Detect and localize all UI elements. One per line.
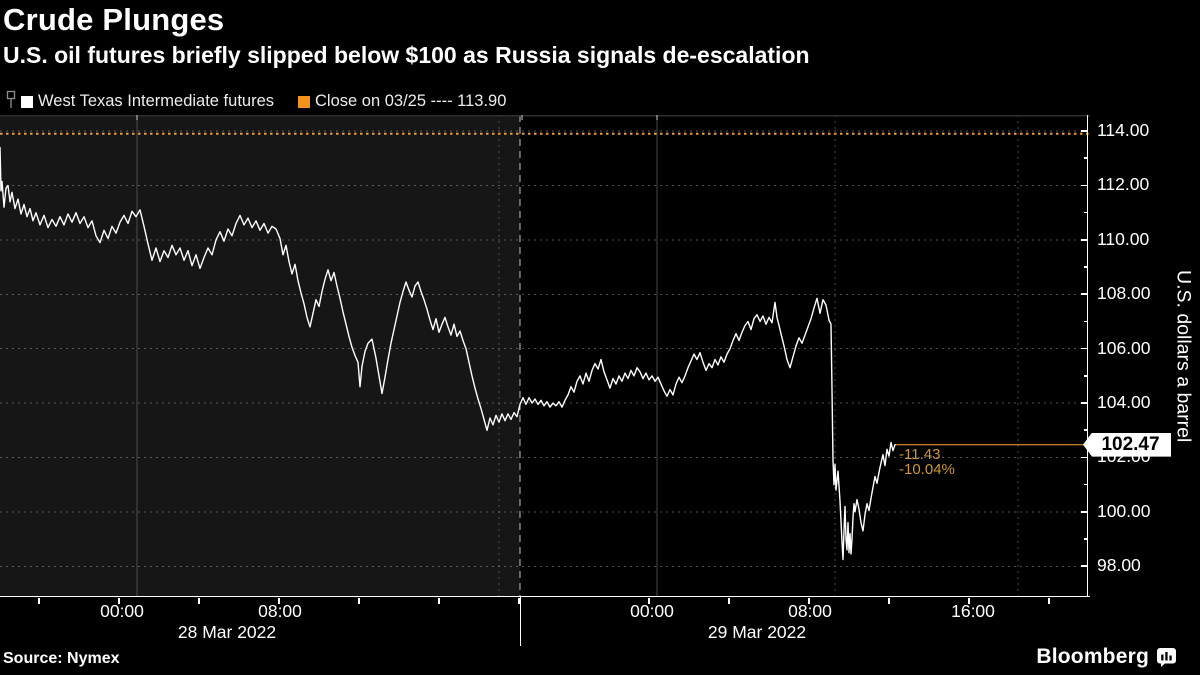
session-separator-line — [520, 597, 522, 646]
chart-legend: West Texas Intermediate futures Close on… — [6, 90, 506, 113]
y-tick-label: 106.00 — [1097, 337, 1151, 358]
tracker-flag-icon — [6, 90, 17, 113]
y-axis-minor-tick — [1084, 538, 1088, 540]
x-date-label: 29 Mar 2022 — [707, 622, 807, 642]
x-axis-tick — [118, 598, 120, 604]
pct-change-annotation: -10.04% — [899, 461, 955, 479]
close-line-swatch — [298, 95, 311, 108]
close-legend-label: Close on 03/25 ---- 113.90 — [315, 92, 507, 110]
y-axis-major-tick — [1081, 130, 1088, 132]
x-axis-tick — [648, 598, 650, 604]
bloomberg-wordmark: Bloomberg — [1036, 645, 1149, 668]
y-tick-label: 100.00 — [1097, 500, 1151, 521]
x-date-label: 28 Mar 2022 — [177, 622, 277, 642]
x-time-label: 08:00 — [788, 601, 832, 621]
price-plot — [0, 115, 1090, 597]
last-price-value: 102.47 — [1101, 433, 1160, 455]
x-axis-tick — [518, 598, 520, 604]
last-price-badge: 102.47 — [1083, 432, 1171, 457]
x-axis-tick — [198, 598, 200, 604]
y-tick-label: 108.00 — [1097, 283, 1151, 304]
y-axis-minor-tick — [1084, 157, 1088, 160]
x-axis-tick — [968, 598, 970, 604]
y-axis-title: U.S. dollars a barrel — [1172, 269, 1195, 443]
chart-subtitle: U.S. oil futures briefly slipped below $… — [3, 42, 810, 68]
y-axis-minor-tick — [1084, 429, 1088, 432]
x-time-label: 16:00 — [951, 601, 995, 621]
x-axis-tick — [358, 598, 360, 604]
x-axis-tick — [728, 598, 730, 604]
y-tick-label: 98.00 — [1097, 555, 1141, 576]
source-label: Source: Nymex — [3, 650, 120, 667]
bloomberg-logo: Bloomberg — [1036, 645, 1176, 669]
x-axis-tick — [808, 598, 810, 604]
y-axis-major-tick — [1081, 402, 1088, 404]
y-axis-major-tick — [1081, 456, 1088, 459]
y-tick-label: 114.00 — [1097, 120, 1150, 141]
net-change-annotation: -11.43 — [899, 446, 941, 464]
bloomberg-terminal-icon — [1157, 647, 1176, 667]
y-axis-major-tick — [1081, 511, 1088, 513]
x-axis-tick — [438, 598, 440, 604]
y-axis-major-tick — [1081, 239, 1088, 241]
series-legend-label: West Texas Intermediate futures — [38, 92, 275, 110]
y-axis-minor-tick — [1084, 211, 1088, 214]
x-time-label: 00:00 — [100, 601, 144, 621]
x-time-label: 08:00 — [258, 601, 302, 621]
x-axis-tick — [278, 598, 280, 604]
x-axis-line — [0, 596, 1090, 597]
y-tick-label: 110.00 — [1097, 228, 1150, 249]
y-axis-major-tick — [1081, 347, 1088, 350]
y-axis-major-tick — [1081, 565, 1088, 568]
y-axis: 98.00100.00102.00104.00106.00108.00110.0… — [1081, 115, 1200, 597]
chart-title: Crude Plunges — [3, 2, 225, 37]
y-axis-minor-tick — [1084, 375, 1088, 377]
x-axis-tick — [888, 598, 890, 604]
y-axis-minor-tick — [1084, 483, 1088, 486]
y-axis-major-tick — [1081, 293, 1088, 296]
y-axis-minor-tick — [1084, 266, 1088, 268]
x-time-label: 00:00 — [630, 601, 674, 621]
y-axis-minor-tick — [1084, 320, 1088, 323]
y-axis-major-tick — [1081, 184, 1088, 187]
series-swatch — [21, 95, 33, 108]
x-axis-tick — [38, 598, 40, 604]
y-tick-label: 112.00 — [1097, 174, 1150, 195]
x-axis-tick — [1048, 598, 1050, 604]
y-tick-label: 104.00 — [1097, 392, 1151, 413]
